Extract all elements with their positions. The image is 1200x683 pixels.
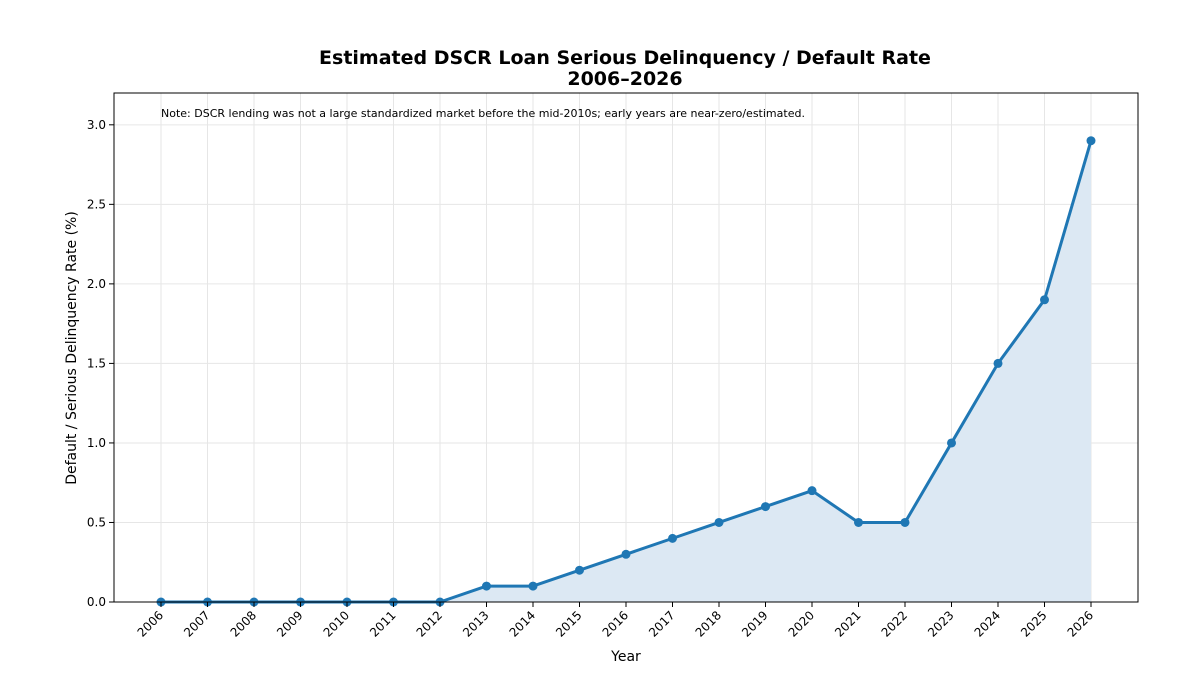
- data-point-2013: [482, 581, 491, 591]
- data-point-2022: [900, 517, 910, 527]
- data-point-2023: [947, 438, 956, 448]
- x-tick-label: 2018: [693, 608, 724, 639]
- x-tick-label: 2022: [879, 608, 910, 639]
- x-tick-label: 2017: [646, 608, 677, 639]
- data-point-2018: [714, 517, 724, 527]
- x-axis: 2006 2007 2008 2009 2010 2011 2012 2013 2014 2015…: [135, 602, 1096, 640]
- x-tick-label: 2016: [600, 608, 631, 639]
- y-axis: 0.0 0.5 1.0 1.5 2.0 2.5 3.0: [87, 118, 114, 609]
- data-point-2020: [807, 486, 817, 496]
- x-tick-label: 2007: [181, 608, 212, 639]
- x-tick-label: 2026: [1065, 608, 1096, 639]
- y-tick-label: 2.0: [87, 277, 106, 291]
- x-axis-label: Year: [610, 649, 641, 665]
- x-tick-label: 2015: [553, 608, 584, 639]
- y-tick-label: 0.0: [87, 595, 106, 609]
- chart-title-line-1: Estimated DSCR Loan Serious Delinquency …: [319, 47, 931, 69]
- data-point-2024: [993, 358, 1003, 368]
- y-tick-label: 2.5: [87, 197, 106, 211]
- area-fill: [161, 140, 1091, 602]
- data-point-2026: [1086, 136, 1096, 146]
- data-point-2019: [761, 502, 770, 512]
- data-point-2021: [854, 517, 863, 527]
- x-tick-label: 2023: [925, 608, 956, 639]
- x-tick-label: 2010: [321, 608, 352, 639]
- x-tick-label: 2021: [832, 608, 863, 639]
- x-tick-label: 2014: [507, 608, 538, 639]
- x-tick-label: 2011: [367, 608, 398, 639]
- data-point-2025: [1040, 295, 1049, 305]
- x-tick-label: 2008: [228, 608, 259, 639]
- chart-title-line-2: 2006–2026: [567, 68, 682, 90]
- y-tick-label: 0.5: [87, 515, 106, 529]
- data-point-2014: [528, 581, 538, 591]
- x-tick-label: 2006: [135, 608, 166, 639]
- y-axis-label: Default / Serious Delinquency Rate (%): [64, 211, 80, 485]
- chart-note: Note: DSCR lending was not a large stand…: [161, 107, 805, 120]
- y-tick-label: 1.5: [87, 356, 106, 370]
- x-tick-label: 2025: [1018, 608, 1049, 639]
- y-tick-label: 3.0: [87, 118, 106, 132]
- x-tick-label: 2020: [786, 608, 817, 639]
- data-point-2017: [668, 533, 677, 543]
- data-point-2015: [575, 565, 584, 575]
- x-tick-label: 2024: [972, 608, 1003, 639]
- x-tick-label: 2019: [739, 608, 770, 639]
- x-tick-label: 2013: [460, 608, 491, 639]
- x-tick-label: 2009: [274, 608, 305, 639]
- data-point-2016: [621, 549, 631, 559]
- y-tick-label: 1.0: [87, 436, 106, 450]
- x-tick-label: 2012: [414, 608, 445, 639]
